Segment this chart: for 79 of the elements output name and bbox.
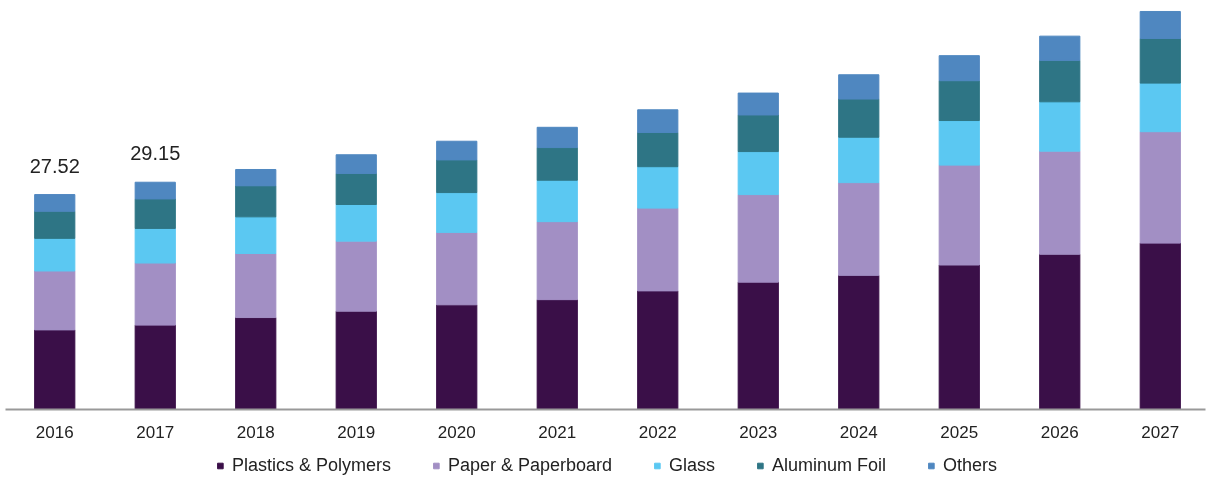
legend-label: Aluminum Foil xyxy=(772,454,887,476)
bar xyxy=(1039,253,1081,410)
bar xyxy=(637,290,679,410)
x-tick-label: 2022 xyxy=(638,422,677,442)
bar xyxy=(838,98,880,138)
legend-label: Others xyxy=(943,454,998,476)
x-tick-label: 2017 xyxy=(136,422,175,442)
bar xyxy=(436,159,478,194)
bar xyxy=(938,164,980,266)
x-tick-label: 2019 xyxy=(337,422,376,442)
bar xyxy=(938,80,980,122)
bar xyxy=(637,166,679,209)
bar xyxy=(838,74,880,100)
bar xyxy=(34,329,76,410)
x-tick-label: 2020 xyxy=(437,422,476,442)
bar xyxy=(436,192,478,233)
bar xyxy=(737,114,779,153)
bar xyxy=(1039,59,1081,103)
bar xyxy=(436,231,478,306)
bar xyxy=(737,194,779,283)
bar xyxy=(335,172,377,206)
x-tick-label: 2023 xyxy=(739,422,778,442)
bar xyxy=(536,147,578,181)
bar xyxy=(1139,10,1181,40)
x-tick-label: 2018 xyxy=(236,422,275,442)
bar xyxy=(1139,38,1181,84)
bar xyxy=(335,204,377,242)
bar xyxy=(637,131,679,168)
bar xyxy=(737,281,779,410)
bar xyxy=(436,304,478,410)
bar xyxy=(536,179,578,223)
bar xyxy=(235,216,277,254)
x-tick-label: 2027 xyxy=(1141,422,1180,442)
bar xyxy=(637,109,679,133)
bar xyxy=(536,221,578,301)
bar xyxy=(838,274,880,410)
bar xyxy=(335,154,377,174)
x-tick-label: 2026 xyxy=(1040,422,1079,442)
bar xyxy=(134,324,176,410)
bar xyxy=(34,210,76,239)
bar xyxy=(34,237,76,272)
bar xyxy=(34,270,76,331)
bar xyxy=(1039,101,1081,152)
annotation: 27.52 xyxy=(29,154,80,177)
legend-label: Paper & Paperboard xyxy=(447,454,613,476)
bar xyxy=(737,151,779,196)
bar xyxy=(134,227,176,264)
x-tick-label: 2021 xyxy=(538,422,577,442)
bar xyxy=(335,310,377,410)
bar xyxy=(34,194,76,212)
bar xyxy=(838,136,880,184)
bar xyxy=(1139,82,1181,133)
x-tick-label: 2024 xyxy=(839,422,878,442)
bar xyxy=(536,299,578,410)
bar xyxy=(938,55,980,82)
bar xyxy=(536,126,578,149)
bar xyxy=(938,264,980,410)
x-tick-label: 2025 xyxy=(940,422,979,442)
legend-label: Glass xyxy=(669,454,716,476)
annotation: 29.15 xyxy=(130,142,181,165)
bar xyxy=(134,198,176,229)
legend-label: Plastics & Polymers xyxy=(231,454,391,476)
bar xyxy=(134,181,176,200)
bar xyxy=(235,317,277,410)
bar xyxy=(637,207,679,292)
bar xyxy=(737,92,779,116)
bar xyxy=(938,120,980,166)
bar xyxy=(1039,150,1081,255)
x-tick-label: 2016 xyxy=(35,422,74,442)
bar xyxy=(1139,131,1181,244)
bar xyxy=(335,240,377,312)
bar xyxy=(235,168,277,187)
bar xyxy=(134,262,176,326)
bar xyxy=(436,140,478,161)
bar xyxy=(838,182,880,276)
bar xyxy=(1039,35,1081,61)
bar xyxy=(235,252,277,319)
bar xyxy=(235,185,277,218)
bar xyxy=(1139,242,1181,410)
